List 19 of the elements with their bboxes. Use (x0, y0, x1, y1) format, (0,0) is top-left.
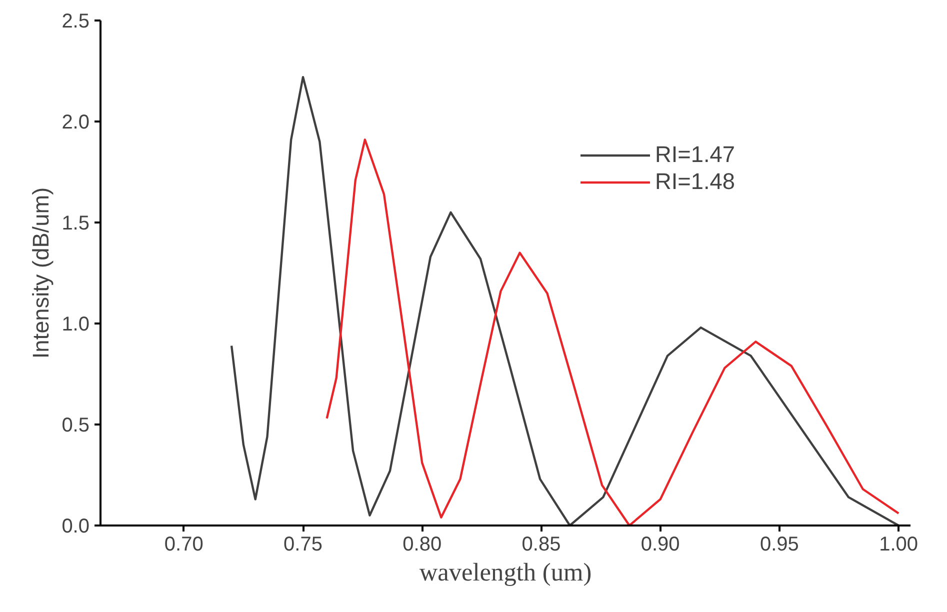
x-axis-title: wavelength (um) (419, 558, 592, 586)
y-tick-label: 2.5 (62, 10, 90, 32)
x-tick-label: 0.85 (522, 534, 561, 556)
y-tick-label: 2.0 (62, 112, 90, 134)
legend-label: RI=1.47 (655, 141, 735, 168)
y-tick-label: 0.5 (62, 414, 90, 436)
x-tick-label: 0.70 (164, 534, 204, 556)
x-tick-label: 0.90 (640, 534, 680, 556)
y-tick-label: 1.0 (62, 314, 90, 336)
x-tick-label: 0.80 (402, 534, 442, 556)
y-axis-title: Intensity (dB/um) (28, 187, 54, 359)
line-series (230, 76, 900, 526)
y-tick-label: 1.5 (62, 212, 90, 234)
line-series (326, 138, 900, 526)
y-tick-label: 0.0 (62, 516, 90, 538)
x-tick-label: 1.00 (879, 534, 918, 556)
x-tick-label: 0.75 (284, 534, 322, 556)
legend-label: RI=1.48 (655, 168, 735, 195)
x-tick-label: 0.95 (760, 534, 799, 556)
